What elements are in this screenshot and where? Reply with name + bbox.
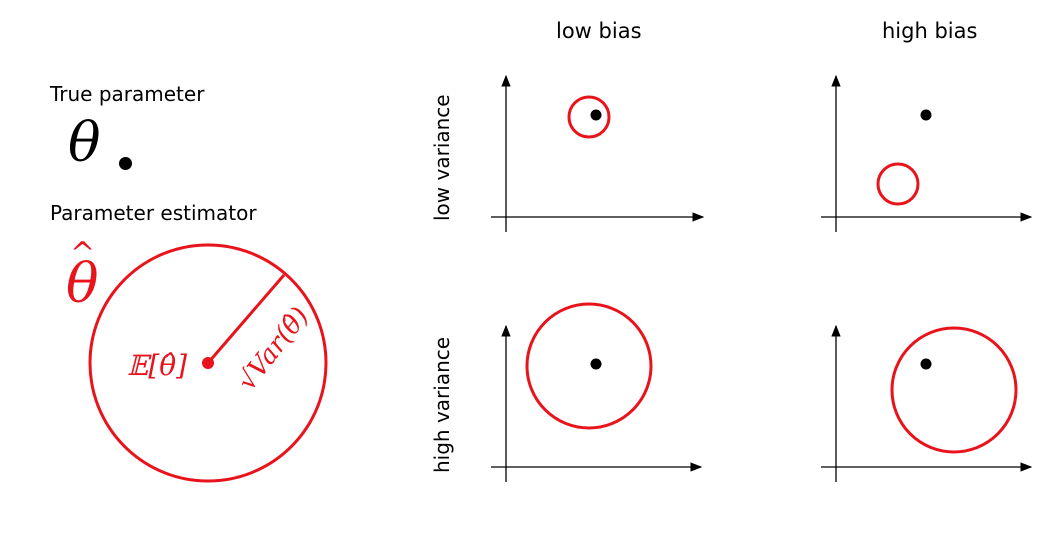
true-parameter-dot [590,109,602,121]
true-parameter-label: True parameter [50,82,205,106]
panel-low-bias-low-variance [491,74,705,232]
estimator-circle [567,95,611,139]
panel-high-bias-low-variance [821,74,1033,232]
estimator-circle [525,302,653,430]
true-parameter-symbol: θ [68,111,101,174]
estimator-circle [890,326,1018,454]
std-dev-radius-line [206,274,286,364]
panel-high-bias-high-variance [821,324,1033,482]
expected-value-label: 𝔼[θ̂] [127,349,188,382]
column-header-high-bias: high bias [882,19,978,43]
expected-value-dot [202,357,214,369]
panel-low-bias-high-variance [491,302,703,482]
estimator-distribution-circle [88,243,328,483]
true-parameter-dot [590,358,602,370]
estimator-label: Parameter estimator [50,201,257,225]
true-parameter-dot [920,109,932,121]
estimator-circle [876,162,920,206]
estimator-hat: ^ [70,236,96,271]
column-header-low-bias: low bias [556,19,642,43]
true-parameter-dot [119,157,132,170]
estimator-symbol: θ [66,252,99,315]
true-parameter-dot [920,358,932,370]
